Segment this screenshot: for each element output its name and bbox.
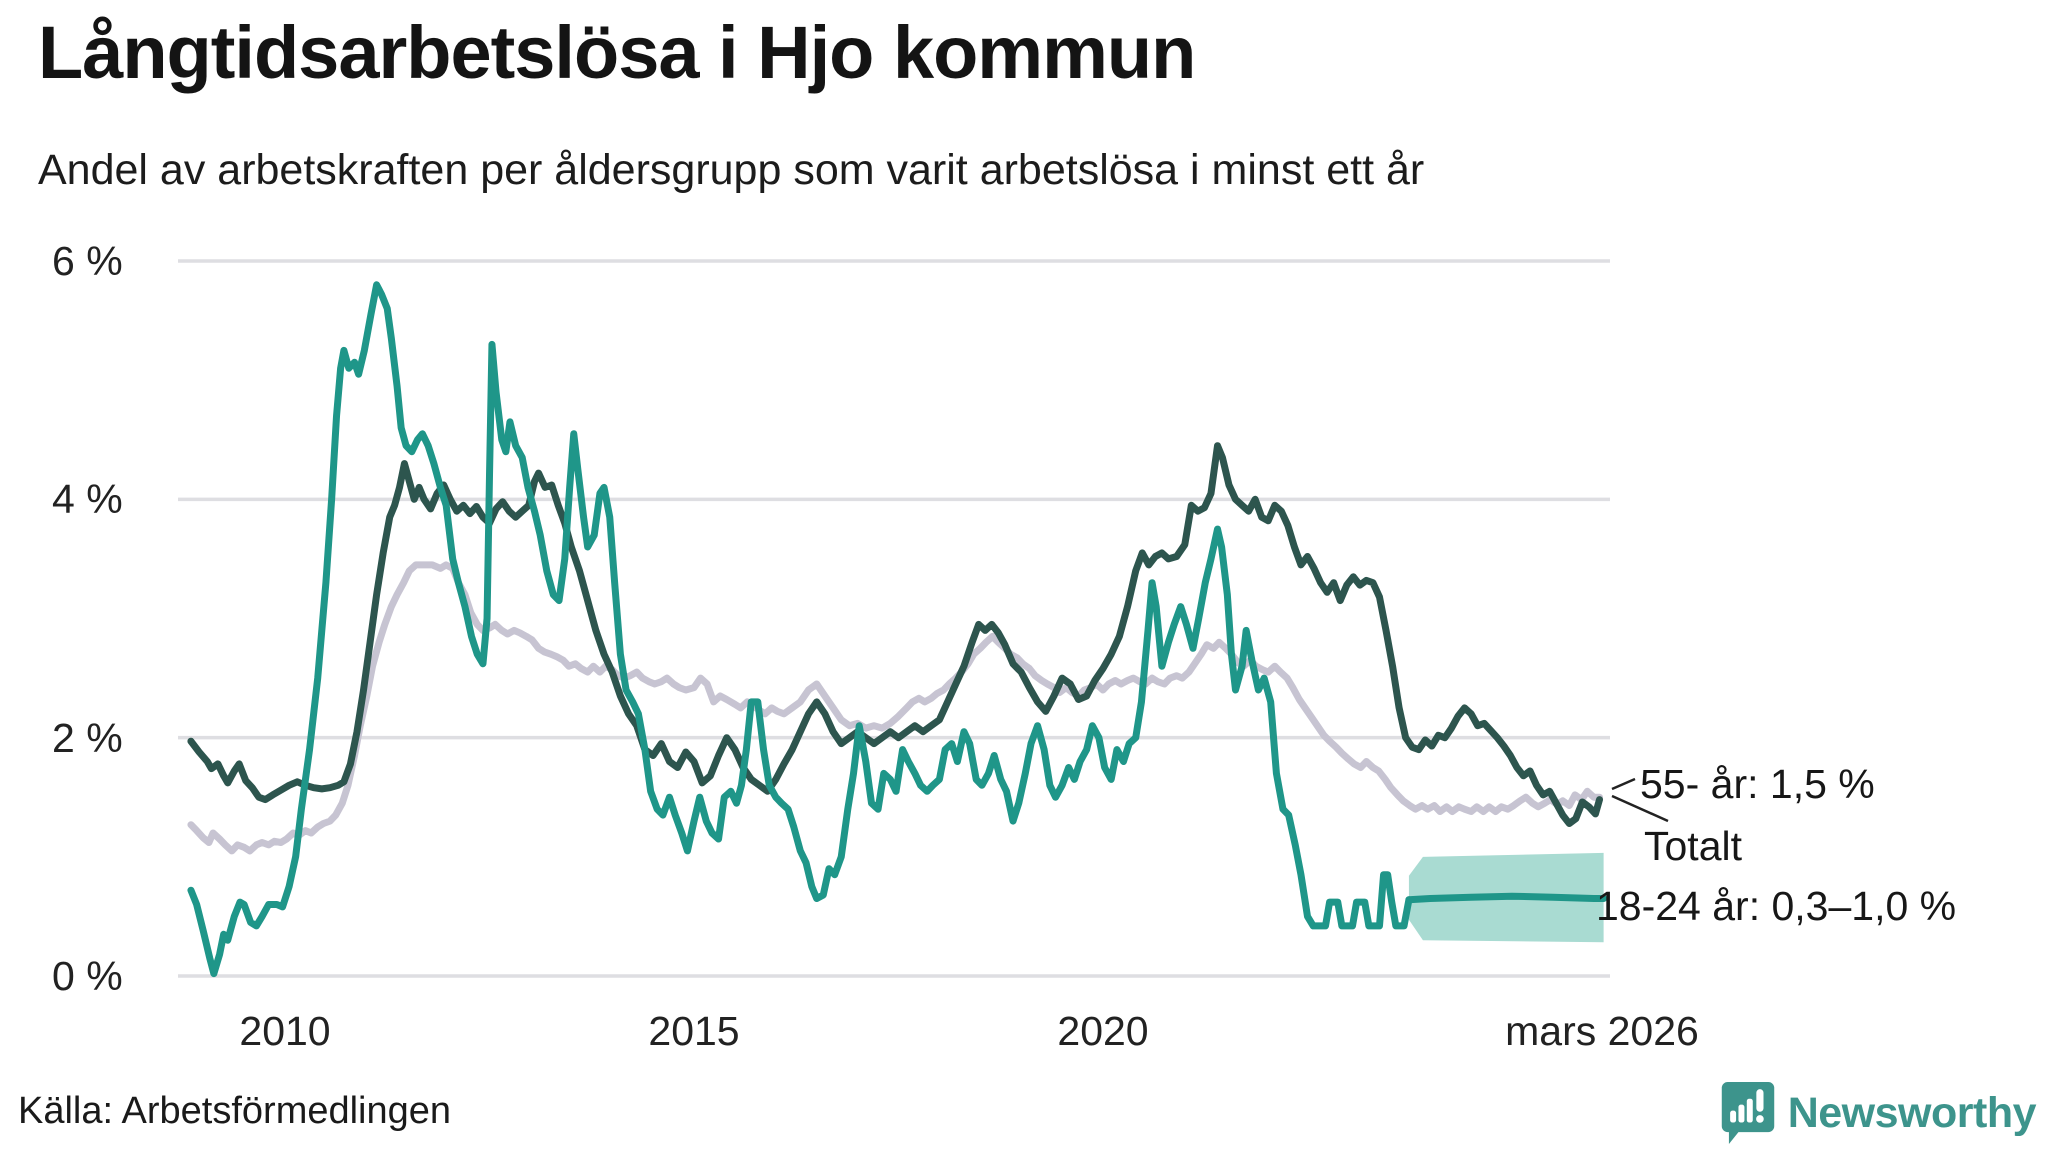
series-line-18-24-r [187,281,1413,978]
newsworthy-wordmark: Newsworthy [1787,1088,2037,1137]
chart-subtitle: Andel av arbetskraften per åldersgrupp s… [38,146,1425,194]
x-axis-label-2015: 2015 [648,1008,740,1054]
y-axis-label-0: 0 % [52,953,123,999]
annotation-55-ar: 55- år: 1,5 % [1640,761,1875,807]
series-line-55-r [187,442,1604,827]
source-note: Källa: Arbetsförmedlingen [18,1090,452,1132]
bar-chart-speech-bubble-icon [1721,1082,1775,1144]
annotation-leader-line [1611,777,1636,791]
y-axis-label-4: 4 % [52,476,123,523]
annotation-leader-line [1611,794,1669,823]
forecast-line-18-24-ar [1405,892,1608,904]
series-line-totalt [187,561,1604,855]
y-axis-label-2: 2 % [52,714,123,761]
x-axis-label-2020: 2020 [1057,1008,1149,1054]
x-axis-label-mars-2026: mars 2026 [1505,1008,1699,1054]
x-axis-label-2010: 2010 [239,1008,331,1054]
annotation-18-24-ar: 18-24 år: 0,3–1,0 % [1596,883,1957,929]
newsworthy-logo[interactable]: Newsworthy [1721,1082,2037,1144]
y-axis-label-6: 6 % [52,237,123,284]
annotation-totalt: Totalt [1644,823,1742,869]
page-title: Långtidsarbetslösa i Hjo kommun [38,11,1196,94]
